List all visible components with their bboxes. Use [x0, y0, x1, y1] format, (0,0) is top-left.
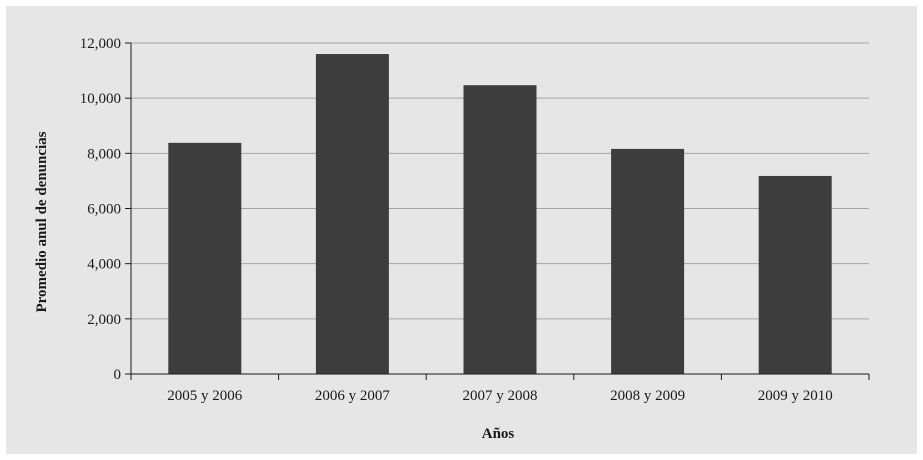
- bar: [758, 175, 832, 374]
- y-tick-label: 2,000: [87, 312, 121, 328]
- x-tick-label: 2007 y 2008: [463, 388, 538, 404]
- x-tick-label: 2005 y 2006: [167, 388, 243, 404]
- y-tick-labels: 0 2,000 4,000 6,000 8,000 10,000 12,000: [80, 36, 121, 383]
- y-tick-label: 12,000: [80, 36, 121, 52]
- x-tick-label: 2008 y 2009: [610, 388, 685, 404]
- y-tick-label: 8,000: [87, 146, 121, 162]
- x-tick-labels: 2005 y 2006 2006 y 2007 2007 y 2008 2008 y …: [167, 388, 832, 404]
- bar: [315, 54, 389, 375]
- bar-chart: 0 2,000 4,000 6,000 8,000 10,000 12,000 2005 y…: [34, 36, 870, 442]
- x-axis-title: Años: [482, 426, 515, 442]
- chart-panel: 0 2,000 4,000 6,000 8,000 10,000 12,000 2005 y…: [6, 6, 917, 454]
- bar: [463, 85, 537, 374]
- bars: [168, 54, 832, 375]
- y-tick-label: 6,000: [87, 202, 121, 218]
- y-axis-title: Promedio anul de denuncias: [34, 131, 50, 312]
- bar: [611, 148, 685, 374]
- y-tick-label: 0: [114, 367, 122, 383]
- bar: [168, 142, 242, 374]
- y-tick-label: 4,000: [87, 257, 121, 273]
- axes: [125, 42, 870, 380]
- x-tick-label: 2009 y 2010: [758, 388, 833, 404]
- y-tick-label: 10,000: [80, 91, 121, 107]
- x-tick-label: 2006 y 2007: [315, 388, 391, 404]
